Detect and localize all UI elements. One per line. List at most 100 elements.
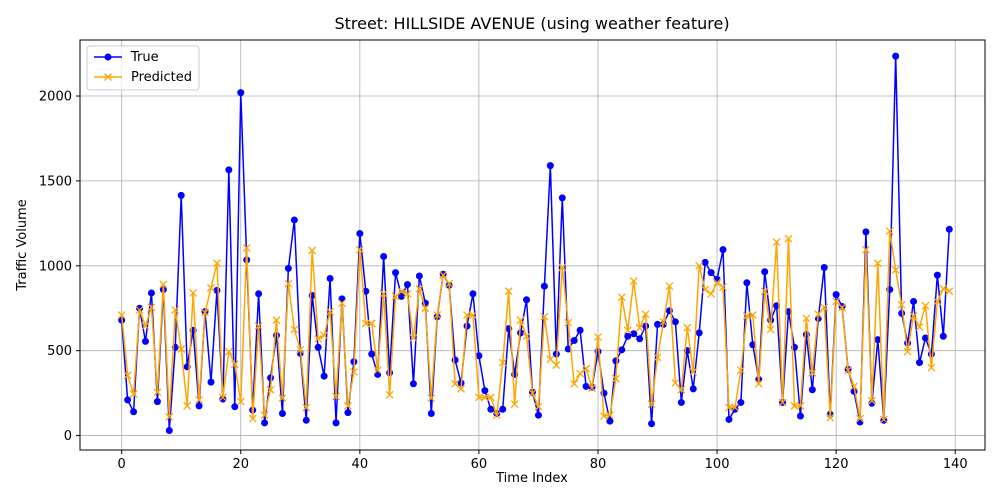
data-point-true bbox=[124, 396, 132, 404]
data-point-predicted bbox=[171, 305, 180, 314]
data-point-predicted bbox=[927, 363, 936, 372]
data-point-true bbox=[719, 246, 727, 254]
data-point-true bbox=[147, 289, 155, 297]
data-point-true bbox=[761, 268, 769, 276]
data-point-predicted bbox=[421, 304, 430, 313]
data-point-predicted bbox=[558, 263, 567, 272]
data-point-true bbox=[695, 329, 703, 337]
data-point-true bbox=[481, 387, 489, 395]
data-point-predicted bbox=[272, 316, 281, 325]
series-line-predicted bbox=[120, 230, 950, 421]
data-point-predicted bbox=[159, 280, 168, 289]
data-point-predicted bbox=[385, 390, 394, 399]
data-point-true bbox=[314, 343, 322, 351]
series-layer bbox=[117, 52, 954, 434]
data-point-true bbox=[380, 252, 388, 260]
data-point-true bbox=[267, 374, 275, 382]
data-point-true bbox=[290, 216, 298, 224]
data-point-predicted bbox=[254, 322, 263, 331]
data-point-true bbox=[785, 308, 793, 316]
data-point-true bbox=[398, 292, 406, 300]
data-point-true bbox=[648, 420, 656, 428]
data-point-true bbox=[165, 426, 173, 434]
data-point-predicted bbox=[510, 400, 519, 409]
data-point-predicted bbox=[367, 319, 376, 328]
data-point-predicted bbox=[766, 325, 775, 334]
legend-label-predicted: Predicted bbox=[131, 70, 192, 85]
data-point-true bbox=[892, 52, 900, 60]
data-point-predicted bbox=[861, 245, 870, 254]
data-point-predicted bbox=[802, 314, 811, 323]
data-point-predicted bbox=[570, 379, 579, 388]
data-point-true bbox=[612, 357, 620, 365]
data-point-true bbox=[213, 286, 221, 294]
data-point-predicted bbox=[516, 316, 525, 325]
data-point-true bbox=[898, 309, 906, 317]
data-point-true bbox=[856, 418, 864, 426]
data-point-true bbox=[606, 417, 614, 425]
data-point-predicted bbox=[659, 317, 668, 326]
legend: True Predicted bbox=[86, 45, 200, 91]
data-point-predicted bbox=[296, 345, 305, 354]
data-point-true bbox=[237, 89, 245, 97]
data-point-predicted bbox=[564, 318, 573, 327]
data-point-true bbox=[475, 352, 483, 360]
data-point-true bbox=[219, 395, 227, 403]
data-point-predicted bbox=[647, 400, 656, 409]
data-point-predicted bbox=[540, 312, 549, 321]
data-point-predicted bbox=[314, 334, 323, 343]
data-point-predicted bbox=[808, 368, 817, 377]
data-point-true bbox=[284, 264, 292, 272]
data-point-predicted bbox=[218, 393, 227, 402]
data-point-predicted bbox=[552, 361, 561, 370]
data-point-predicted bbox=[784, 234, 793, 243]
data-point-true bbox=[356, 230, 364, 238]
data-point-true bbox=[874, 336, 882, 344]
data-point-predicted bbox=[856, 414, 864, 423]
data-point-true bbox=[939, 332, 947, 340]
y-tick-label: 1500 bbox=[39, 174, 72, 189]
data-point-predicted bbox=[338, 299, 346, 308]
x-tick-label: 0 bbox=[118, 457, 126, 472]
y-tick-label: 1000 bbox=[39, 259, 72, 274]
data-point-true bbox=[332, 419, 340, 427]
data-point-true bbox=[225, 166, 233, 174]
data-point-predicted bbox=[850, 382, 858, 391]
data-point-predicted bbox=[695, 261, 704, 270]
data-point-true bbox=[927, 350, 935, 358]
data-point-predicted bbox=[921, 301, 930, 310]
y-axis-label: Traffic Volume bbox=[15, 199, 30, 292]
x-tick-label: 60 bbox=[471, 457, 488, 472]
data-point-predicted bbox=[623, 326, 632, 335]
data-point-true bbox=[582, 382, 590, 390]
x-tick-label: 20 bbox=[232, 457, 249, 472]
data-point-true bbox=[415, 272, 423, 280]
data-point-true bbox=[862, 228, 870, 236]
data-point-predicted bbox=[343, 401, 352, 410]
data-point-predicted bbox=[433, 311, 442, 319]
data-point-predicted bbox=[653, 353, 662, 362]
data-point-predicted bbox=[814, 310, 823, 319]
data-point-predicted bbox=[349, 367, 358, 376]
data-point-predicted bbox=[844, 366, 853, 375]
data-point-true bbox=[195, 402, 203, 410]
data-point-predicted bbox=[409, 333, 418, 342]
data-point-true bbox=[392, 269, 400, 277]
y-tick-label: 500 bbox=[47, 344, 72, 359]
data-point-true bbox=[523, 296, 531, 304]
data-point-predicted bbox=[212, 259, 221, 268]
data-point-true bbox=[796, 412, 804, 420]
data-point-true bbox=[231, 403, 239, 411]
data-point-true bbox=[677, 398, 685, 406]
data-point-predicted bbox=[308, 246, 317, 255]
data-point-predicted bbox=[153, 388, 162, 397]
data-point-predicted bbox=[332, 392, 340, 401]
data-point-true bbox=[636, 335, 644, 343]
data-point-true bbox=[540, 282, 548, 290]
data-point-predicted bbox=[689, 367, 698, 376]
data-point-predicted bbox=[165, 412, 174, 421]
data-point-predicted bbox=[588, 384, 596, 392]
data-point-predicted bbox=[147, 303, 156, 312]
data-point-predicted bbox=[284, 279, 293, 288]
